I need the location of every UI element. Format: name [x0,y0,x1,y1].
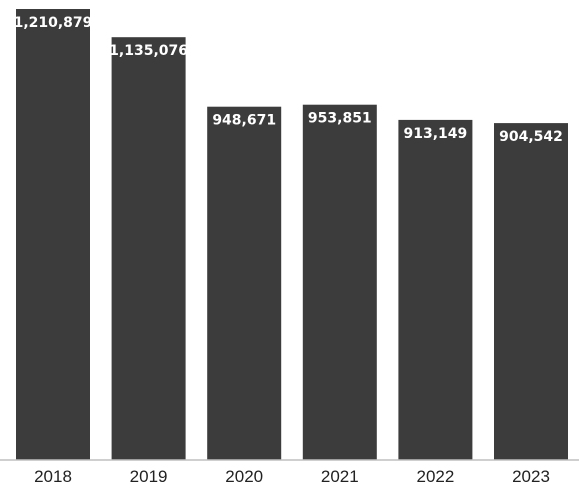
value-label-2018: 1,210,879 [14,15,93,31]
x-tick-label-2019: 2019 [130,467,168,486]
bar-2023 [494,123,568,460]
bars-group [16,9,568,461]
bar-2020 [207,106,282,460]
x-tick-label-2018: 2018 [34,467,72,486]
x-tick-labels-group: 2018 2019 2020 2021 2022 2023 [34,467,550,486]
value-label-2023: 904,542 [499,129,563,145]
x-tick-label-2022: 2022 [416,467,454,486]
x-tick-label-2020: 2020 [225,467,263,486]
bar-2019 [111,37,186,460]
value-label-2020: 948,671 [212,113,276,129]
bar-2022 [398,119,473,461]
value-label-2021: 953,851 [308,111,372,127]
x-tick-label-2021: 2021 [321,467,359,486]
bar-2021 [302,104,377,460]
value-labels-group: 1,210,879 1,135,076 948,671 953,851 913,149 9… [14,15,563,145]
value-label-2022: 913,149 [404,126,468,142]
bar-2018 [16,9,90,460]
x-tick-label-2023: 2023 [512,467,550,486]
value-label-2019: 1,135,076 [109,43,188,59]
